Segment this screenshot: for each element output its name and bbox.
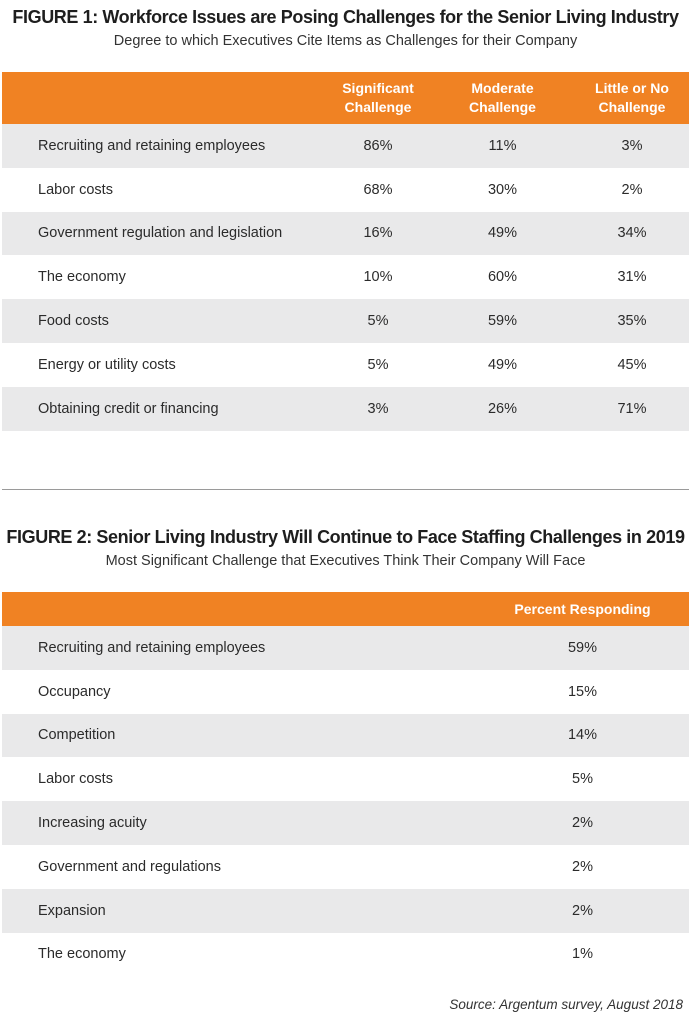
figure1-col-header: Moderate Challenge bbox=[430, 72, 575, 124]
data-cell: 16% bbox=[326, 211, 430, 256]
data-cell: 2% bbox=[476, 801, 689, 845]
data-cell: 59% bbox=[476, 626, 689, 670]
data-cell: 49% bbox=[430, 342, 575, 387]
data-cell: 49% bbox=[430, 211, 575, 256]
figure2-table: Percent Responding Recruiting and retain… bbox=[2, 592, 689, 977]
figure1-subtitle: Degree to which Executives Cite Items as… bbox=[113, 33, 578, 49]
table-row: Expansion 2% bbox=[2, 888, 689, 933]
data-cell: 35% bbox=[575, 299, 689, 343]
data-cell: 2% bbox=[476, 844, 689, 889]
row-label: Recruiting and retaining employees bbox=[2, 626, 476, 670]
data-cell: 26% bbox=[430, 386, 575, 431]
row-label: Labor costs bbox=[2, 167, 326, 212]
data-cell: 14% bbox=[476, 713, 689, 758]
data-cell: 31% bbox=[575, 255, 689, 300]
table-row: Energy or utility costs 5% 49% 45% bbox=[2, 342, 689, 387]
data-cell: 15% bbox=[476, 669, 689, 714]
data-cell: 5% bbox=[326, 342, 430, 387]
row-label: Government and regulations bbox=[2, 844, 476, 889]
data-cell: 10% bbox=[326, 255, 430, 300]
data-cell: 45% bbox=[575, 342, 689, 387]
row-label: Competition bbox=[2, 713, 476, 758]
section-divider bbox=[2, 489, 689, 490]
source-note: Source: Argentum survey, August 2018 bbox=[449, 997, 683, 1012]
figure1-col-header: Significant Challenge bbox=[326, 72, 430, 124]
data-cell: 59% bbox=[430, 299, 575, 343]
row-label: Occupancy bbox=[2, 669, 476, 714]
data-cell: 2% bbox=[476, 888, 689, 933]
row-label: Obtaining credit or financing bbox=[2, 386, 326, 431]
row-label: Energy or utility costs bbox=[2, 342, 326, 387]
table-row: Recruiting and retaining employees 59% bbox=[2, 626, 689, 670]
data-cell: 30% bbox=[430, 167, 575, 212]
row-label: Expansion bbox=[2, 888, 476, 933]
table-row: Government and regulations 2% bbox=[2, 844, 689, 889]
data-cell: 34% bbox=[575, 211, 689, 256]
table-row: Labor costs 68% 30% 2% bbox=[2, 167, 689, 212]
figure1-table: Significant Challenge Moderate Challenge… bbox=[2, 72, 689, 431]
row-label: The economy bbox=[2, 255, 326, 300]
figure1-title: FIGURE 1: Workforce Issues are Posing Ch… bbox=[12, 7, 679, 27]
table-row: The economy 1% bbox=[2, 932, 689, 977]
figure1-header-blank bbox=[2, 72, 326, 124]
figure1-header-row: Significant Challenge Moderate Challenge… bbox=[2, 72, 689, 124]
table-row: Competition 14% bbox=[2, 713, 689, 758]
figure2-header-row: Percent Responding bbox=[2, 592, 689, 626]
row-label: Recruiting and retaining employees bbox=[2, 124, 326, 168]
data-cell: 1% bbox=[476, 932, 689, 977]
figure1-col-header: Little or No Challenge bbox=[575, 72, 689, 124]
table-row: Labor costs 5% bbox=[2, 757, 689, 802]
data-cell: 71% bbox=[575, 386, 689, 431]
figure2-col-header: Percent Responding bbox=[476, 592, 689, 626]
table-row: Government regulation and legislation 16… bbox=[2, 211, 689, 256]
table-row: The economy 10% 60% 31% bbox=[2, 255, 689, 300]
data-cell: 5% bbox=[326, 299, 430, 343]
table-row: Increasing acuity 2% bbox=[2, 801, 689, 845]
data-cell: 2% bbox=[575, 167, 689, 212]
row-label: The economy bbox=[2, 932, 476, 977]
data-cell: 86% bbox=[326, 124, 430, 168]
data-cell: 11% bbox=[430, 124, 575, 168]
data-cell: 5% bbox=[476, 757, 689, 802]
row-label: Labor costs bbox=[2, 757, 476, 802]
table-row: Occupancy 15% bbox=[2, 669, 689, 714]
row-label: Increasing acuity bbox=[2, 801, 476, 845]
data-cell: 3% bbox=[575, 124, 689, 168]
row-label: Government regulation and legislation bbox=[2, 211, 326, 256]
data-cell: 3% bbox=[326, 386, 430, 431]
data-cell: 68% bbox=[326, 167, 430, 212]
figure2-subtitle: Most Significant Challenge that Executiv… bbox=[105, 553, 586, 569]
table-row: Food costs 5% 59% 35% bbox=[2, 299, 689, 343]
table-row: Recruiting and retaining employees 86% 1… bbox=[2, 124, 689, 168]
data-cell: 60% bbox=[430, 255, 575, 300]
figure2-header-blank bbox=[2, 592, 476, 626]
figure2-title: FIGURE 2: Senior Living Industry Will Co… bbox=[6, 527, 685, 547]
row-label: Food costs bbox=[2, 299, 326, 343]
table-row: Obtaining credit or financing 3% 26% 71% bbox=[2, 386, 689, 431]
